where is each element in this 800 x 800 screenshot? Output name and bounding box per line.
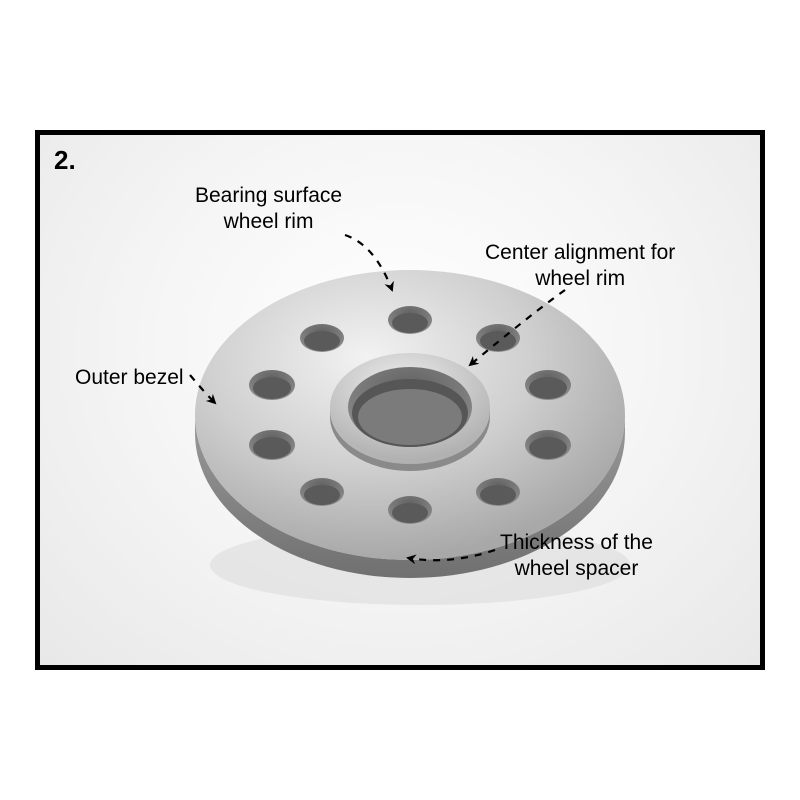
label-center-alignment: Center alignment forwheel rim xyxy=(485,240,675,293)
label-bearing-surface: Bearing surfacewheel rim xyxy=(195,183,342,236)
label-thickness: Thickness of thewheel spacer xyxy=(500,530,653,583)
diagram-frame: 2. xyxy=(35,130,765,670)
label-outer-bezel: Outer bezel xyxy=(75,365,184,391)
center-bore-backlight xyxy=(358,389,462,445)
wheel-spacer-diagram xyxy=(40,135,760,665)
